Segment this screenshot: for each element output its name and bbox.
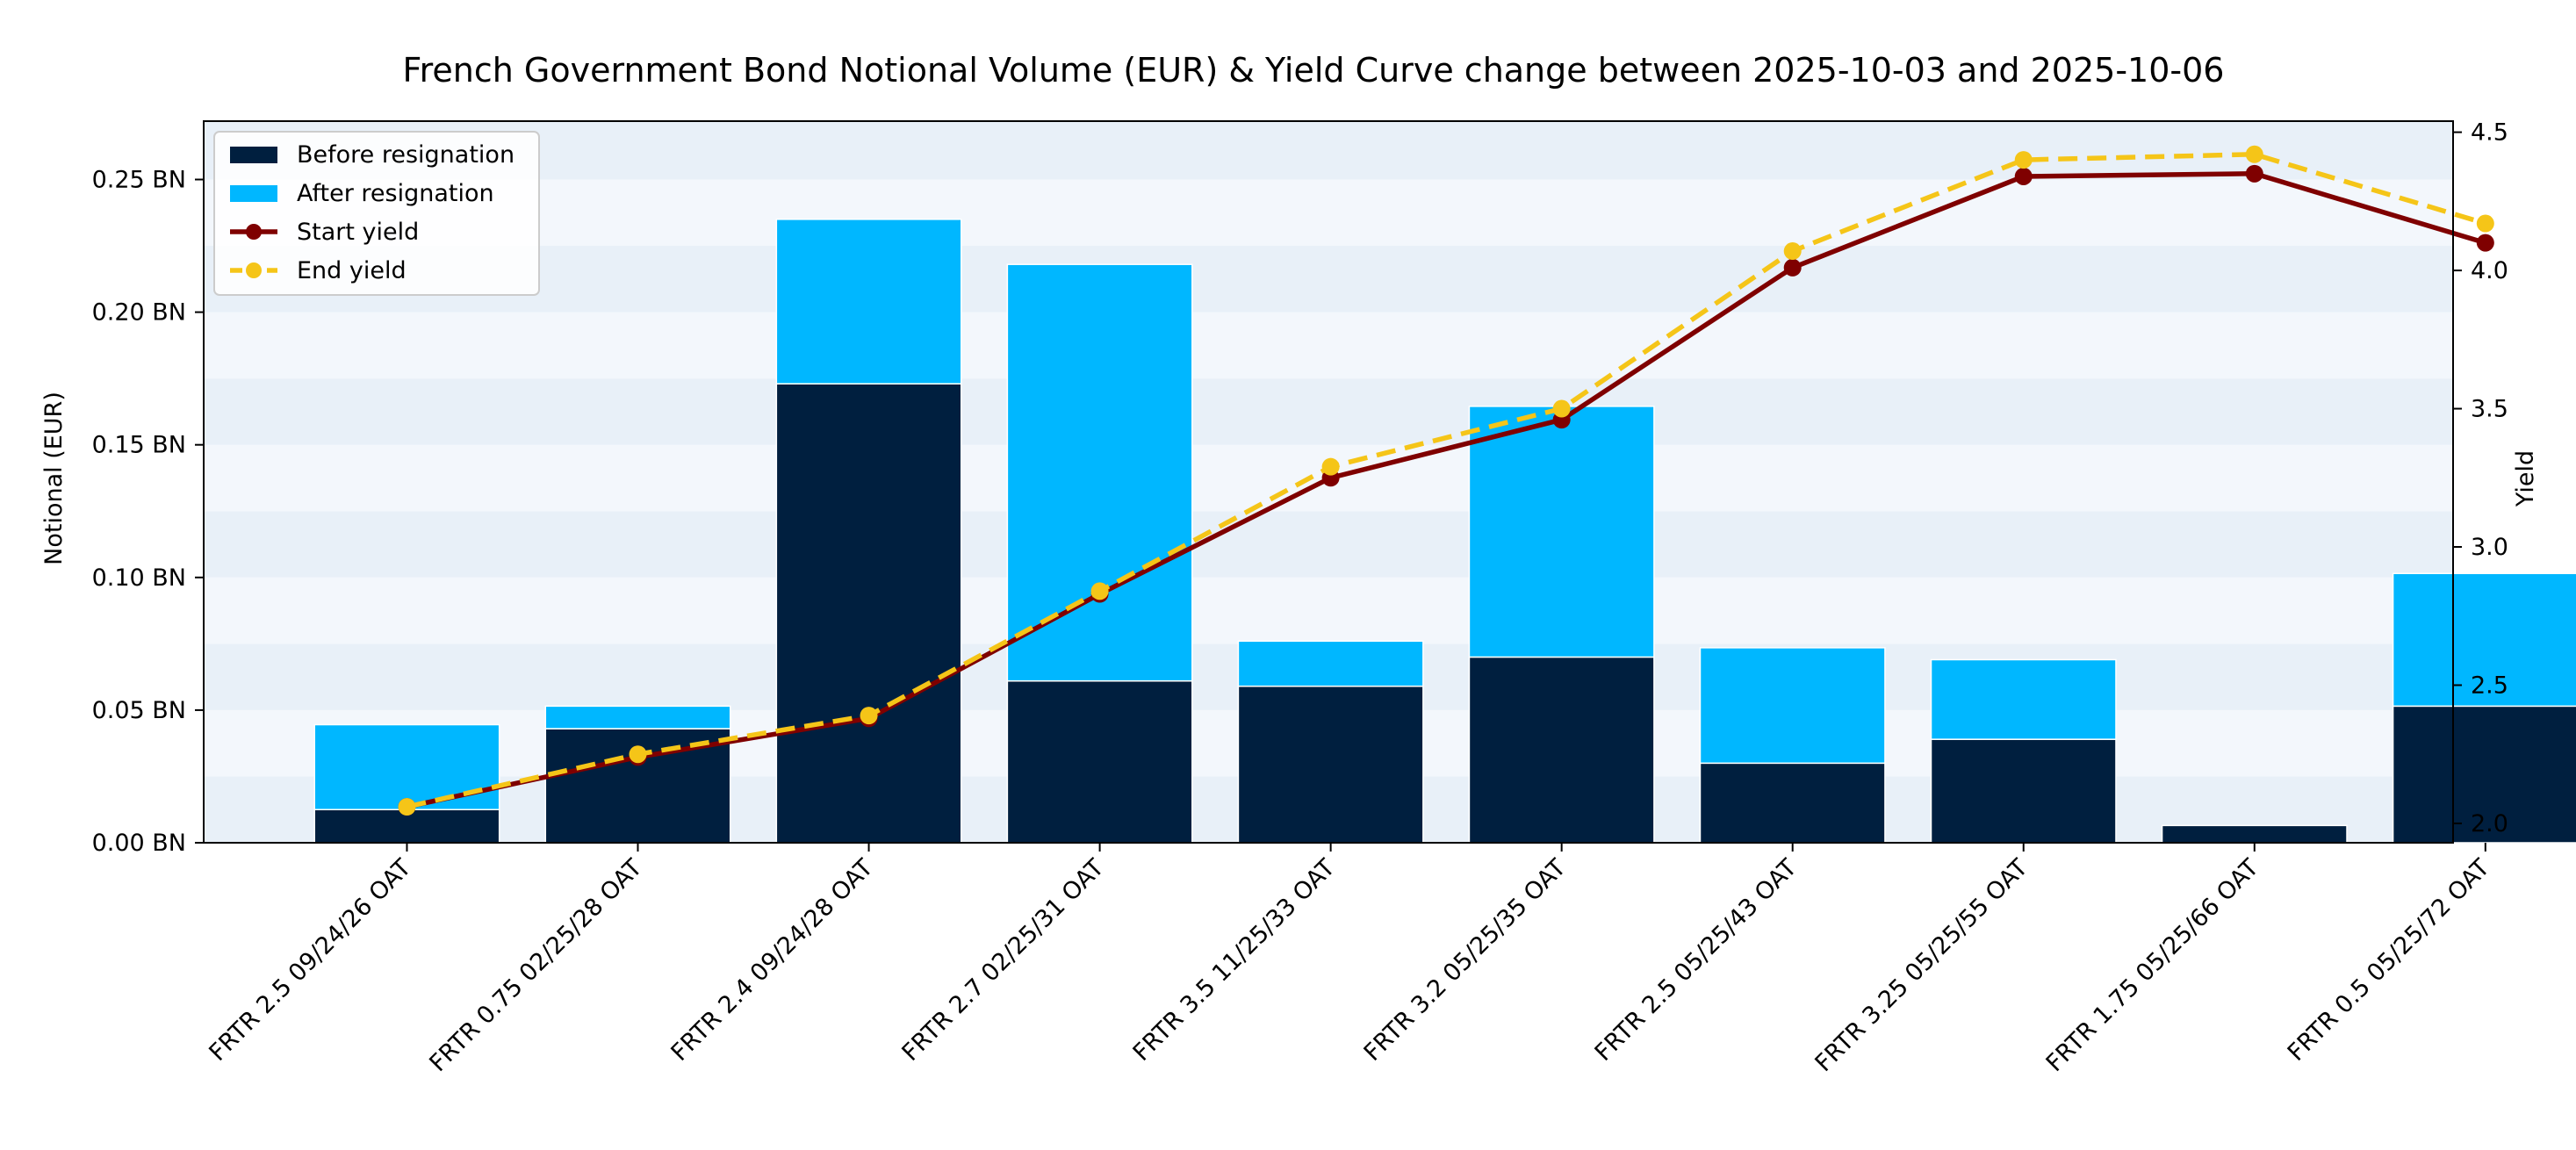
x-tick-label: FRTR 3.25 05/25/55 OAT	[1810, 854, 2033, 1077]
right-tick-label: 4.0	[2471, 257, 2508, 284]
bars	[313, 219, 2576, 844]
end-yield-point	[1552, 399, 1571, 418]
x-tick-label: FRTR 0.5 05/25/72 OAT	[2283, 854, 2495, 1067]
bar-after-resignation	[775, 219, 962, 385]
end-yield-point	[1090, 582, 1109, 600]
right-tick-label: 4.5	[2471, 119, 2508, 147]
bar-before-resignation	[1006, 679, 1193, 844]
end-yield-point	[2245, 145, 2263, 163]
bar-before-resignation	[1930, 738, 2117, 844]
left-tick-label: 0.05 BN	[92, 697, 186, 724]
plot-frame	[203, 120, 2454, 844]
legend-label: End yield	[297, 257, 407, 284]
y-axis-label-left: Notional (EUR)	[40, 392, 68, 565]
x-tick-label: FRTR 2.5 09/24/26 OAT	[204, 854, 416, 1067]
background-band	[204, 246, 2453, 313]
left-tick-label: 0.10 BN	[92, 564, 186, 592]
y-axis-label-right: Yield	[2512, 450, 2539, 507]
start-yield-point	[2476, 234, 2494, 252]
bar-after-resignation	[544, 705, 731, 730]
legend-marker-start-yield	[246, 224, 262, 240]
right-tick-label: 2.5	[2471, 672, 2508, 699]
start-yield-point	[2245, 164, 2263, 183]
bar-before-resignation	[2392, 705, 2576, 844]
end-yield-point	[2014, 151, 2033, 169]
chart-title: French Government Bond Notional Volume (…	[403, 51, 2225, 90]
end-yield-point	[2476, 214, 2494, 233]
bar-before-resignation	[1237, 685, 1424, 844]
legend-swatch-before	[230, 147, 277, 163]
x-tick-label: FRTR 2.4 09/24/28 OAT	[666, 854, 879, 1067]
end-yield-line	[406, 152, 2486, 809]
right-tick-label: 3.5	[2471, 396, 2508, 423]
legend-box	[213, 131, 540, 296]
bar-after-resignation	[1468, 406, 1655, 658]
bar-before-resignation	[1468, 656, 1655, 844]
end-yield-point	[1321, 457, 1340, 476]
bar-after-resignation	[1699, 647, 1886, 765]
background-band	[204, 511, 2453, 578]
end-yield-point	[1783, 242, 1802, 261]
legend-label: Start yield	[297, 219, 419, 246]
legend-label: Before resignation	[297, 141, 514, 169]
x-tick-label: FRTR 2.5 05/25/43 OAT	[1590, 854, 1802, 1067]
bar-before-resignation	[2161, 824, 2348, 844]
start-yield-point	[2014, 167, 2033, 185]
x-tick-label: FRTR 0.75 02/25/28 OAT	[424, 854, 647, 1077]
left-axis: 0.00 BN 0.05 BN 0.10 BN 0.15 BN 0.20 BN 0.25 …	[92, 166, 204, 857]
left-tick-label: 0.00 BN	[92, 830, 186, 857]
x-tick-label: FRTR 1.75 05/25/66 OAT	[2041, 854, 2264, 1077]
right-tick-label: 3.0	[2471, 534, 2508, 561]
background-band	[204, 378, 2453, 445]
background-band	[204, 121, 2453, 180]
background-band	[204, 312, 2453, 379]
left-tick-label: 0.15 BN	[92, 432, 186, 459]
start-yield-point	[1783, 258, 1802, 277]
x-tick-label: FRTR 3.2 05/25/35 OAT	[1359, 854, 1572, 1067]
end-yield-point	[860, 707, 878, 725]
bar-before-resignation	[1699, 762, 1886, 844]
legend-label: After resignation	[297, 180, 494, 207]
right-axis: 2.0 2.5 3.0 3.5 4.0 4.5	[2453, 119, 2508, 837]
legend-marker-end-yield	[246, 262, 262, 278]
bar-before-resignation	[313, 809, 500, 844]
bar-after-resignation	[2392, 572, 2576, 708]
left-tick-label: 0.20 BN	[92, 299, 186, 327]
background-band	[204, 179, 2453, 247]
bar-after-resignation	[313, 723, 500, 810]
background-band	[204, 577, 2453, 644]
left-tick-label: 0.25 BN	[92, 166, 186, 193]
start-yield-line	[406, 171, 2486, 809]
end-yield-point	[398, 798, 416, 816]
x-tick-label: FRTR 3.5 11/25/33 OAT	[1128, 854, 1341, 1067]
x-axis: FRTR 2.5 09/24/26 OAT FRTR 0.75 02/25/28 …	[204, 843, 2495, 1077]
legend: Before resignation After resignation Start…	[213, 131, 540, 296]
yield-lines	[398, 145, 2494, 816]
end-yield-point	[629, 745, 647, 764]
x-tick-label: FRTR 2.7 02/25/31 OAT	[897, 854, 1110, 1067]
bar-after-resignation	[1930, 658, 2117, 740]
bar-after-resignation	[1237, 640, 1424, 687]
bar-before-resignation	[775, 383, 962, 844]
right-tick-label: 2.0	[2471, 810, 2508, 837]
bar-after-resignation	[1006, 263, 1193, 682]
legend-swatch-after	[230, 185, 277, 202]
